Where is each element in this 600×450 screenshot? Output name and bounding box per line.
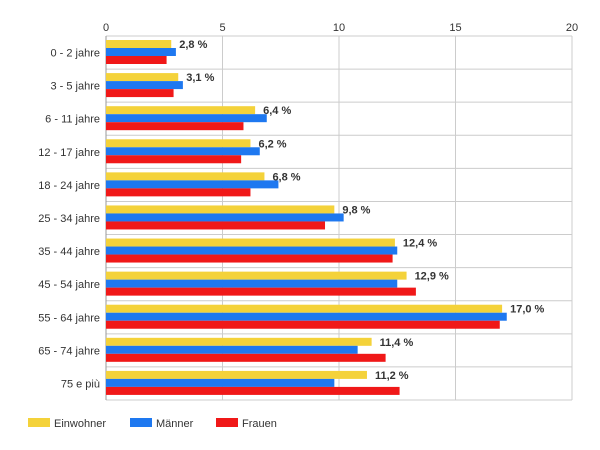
data-label: 11,2 %	[375, 370, 409, 382]
bar-männer	[106, 345, 358, 354]
bar-einwohner	[106, 205, 335, 214]
bar-frauen	[106, 287, 416, 296]
bar-einwohner	[106, 271, 407, 280]
bar-einwohner	[106, 304, 503, 313]
bar-frauen	[106, 56, 167, 64]
data-label: 6,8 %	[272, 171, 300, 183]
category-labels: 0 - 2 jahre 3 - 5 jahre 6 - 11 jahre 12 - 1…	[38, 48, 100, 391]
bar-männer	[106, 312, 507, 321]
bar-einwohner	[106, 139, 251, 148]
category-label: 65 - 74 jahre	[38, 345, 100, 357]
bar-männer	[106, 114, 267, 123]
x-tick-label: 15	[449, 22, 461, 34]
category-label: 0 - 2 jahre	[50, 48, 100, 60]
legend-swatch	[130, 418, 152, 427]
bar-frauen	[106, 188, 251, 197]
bar-männer	[106, 147, 260, 156]
bar-einwohner	[106, 106, 256, 115]
bar-frauen	[106, 254, 393, 263]
bar-frauen	[106, 155, 242, 164]
data-label: 2,8 %	[179, 39, 207, 51]
data-labels: 2,8 % 3,1 % 6,4 % 6,2 % 6,8 % 9,8 % 12,4 % 12,9…	[179, 39, 544, 382]
x-tick-label: 20	[566, 22, 578, 34]
bar-frauen	[106, 122, 244, 131]
bar-männer	[106, 279, 398, 288]
bar-männer	[106, 48, 176, 56]
data-label: 6,2 %	[258, 138, 286, 150]
legend-label: Einwohner	[54, 418, 106, 430]
data-label: 11,4 %	[380, 337, 414, 349]
legend: Einwohner Männer Frauen	[28, 418, 277, 430]
bar-männer	[106, 246, 398, 255]
bar-einwohner	[106, 73, 179, 82]
legend-swatch	[216, 418, 238, 427]
category-label: 12 - 17 jahre	[38, 147, 100, 159]
bar-männer	[106, 180, 279, 189]
bar-männer	[106, 378, 335, 387]
x-tick-label: 10	[333, 22, 345, 34]
x-axis-ticks: 0 5 10 15 20	[103, 22, 578, 34]
category-label: 25 - 34 jahre	[38, 213, 100, 225]
legend-label: Männer	[156, 418, 194, 430]
bar-frauen	[106, 386, 400, 395]
legend-swatch	[28, 418, 50, 427]
bar-einwohner	[106, 337, 372, 346]
bar-einwohner	[106, 172, 265, 181]
data-label: 9,8 %	[342, 204, 370, 216]
legend-label: Frauen	[242, 418, 277, 430]
x-tick-label: 5	[219, 22, 225, 34]
bar-frauen	[106, 221, 326, 230]
bar-einwohner	[106, 370, 367, 379]
category-label: 45 - 54 jahre	[38, 279, 100, 291]
category-label: 18 - 24 jahre	[38, 180, 100, 192]
data-label: 3,1 %	[186, 72, 214, 84]
bar-männer	[106, 81, 183, 90]
data-label: 12,9 %	[415, 271, 449, 283]
bars	[106, 40, 507, 395]
bar-einwohner	[106, 40, 172, 48]
bar-frauen	[106, 320, 500, 329]
data-label: 12,4 %	[403, 238, 437, 250]
category-label: 3 - 5 jahre	[50, 81, 100, 93]
category-label: 75 e più	[61, 378, 100, 390]
bar-einwohner	[106, 238, 395, 247]
data-label: 17,0 %	[510, 304, 544, 316]
bar-frauen	[106, 353, 386, 362]
category-label: 6 - 11 jahre	[45, 114, 100, 126]
data-label: 6,4 %	[263, 105, 291, 117]
bar-frauen	[106, 89, 174, 98]
bar-männer	[106, 213, 344, 222]
category-label: 35 - 44 jahre	[38, 246, 100, 258]
category-label: 55 - 64 jahre	[38, 312, 100, 324]
x-tick-label: 0	[103, 22, 109, 34]
